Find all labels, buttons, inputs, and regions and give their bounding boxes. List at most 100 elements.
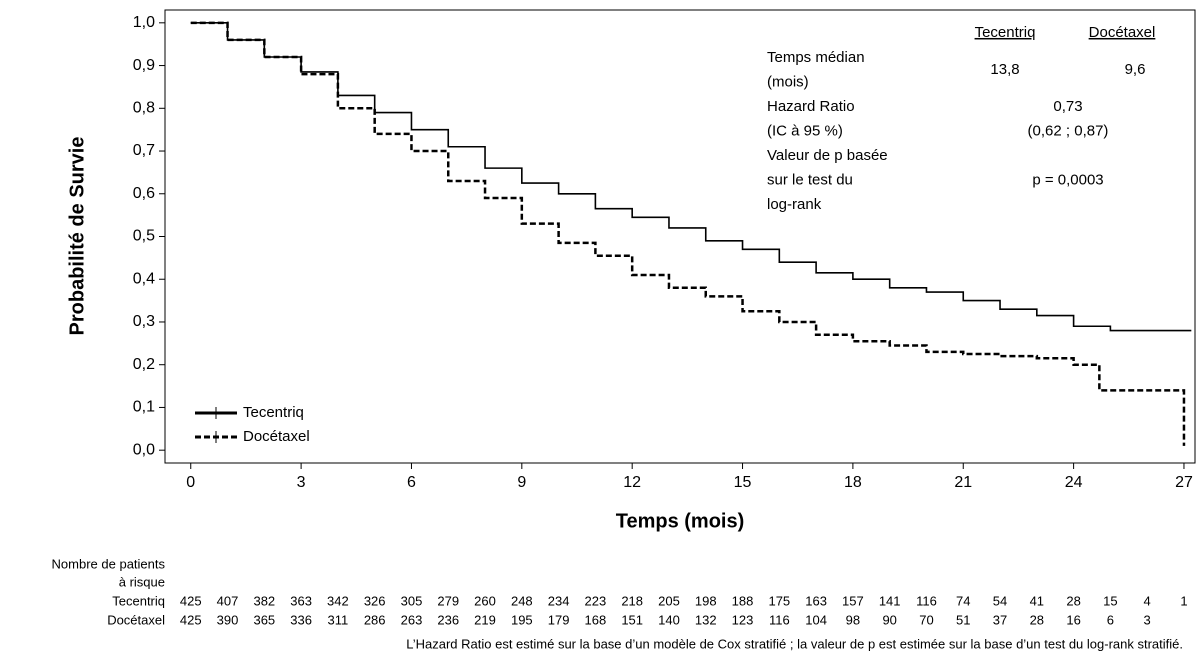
risk-count: 15 <box>1103 593 1117 608</box>
risk-count: 219 <box>474 612 496 627</box>
stats-label: sur le test du <box>767 171 853 188</box>
stats-label: Temps médian <box>767 49 865 66</box>
x-tick-label: 12 <box>623 474 641 491</box>
stats-value: (0,62 ; 0,87) <box>1028 122 1109 139</box>
legend-label: Docétaxel <box>243 428 310 445</box>
y-axis-title: Probabilité de Survie <box>66 137 88 336</box>
risk-count: 28 <box>1030 612 1044 627</box>
risk-count: 51 <box>956 612 970 627</box>
y-tick-label: 0,9 <box>133 57 155 74</box>
risk-count: 363 <box>290 593 312 608</box>
risk-count: 98 <box>846 612 860 627</box>
risk-count: 326 <box>364 593 386 608</box>
x-tick-label: 9 <box>517 474 526 491</box>
stats-value: 9,6 <box>1125 61 1146 78</box>
risk-count: 163 <box>805 593 827 608</box>
stats-value: 0,73 <box>1053 98 1082 115</box>
y-tick-label: 0,5 <box>133 228 155 245</box>
risk-count: 140 <box>658 612 680 627</box>
risk-count: 132 <box>695 612 717 627</box>
stats-label: Valeur de p basée <box>767 147 888 164</box>
stats-value: p = 0,0003 <box>1032 171 1103 188</box>
stats-header: Tecentriq <box>975 24 1036 41</box>
risk-title: à risque <box>119 574 165 589</box>
legend-label: Tecentriq <box>243 404 304 421</box>
risk-count: 260 <box>474 593 496 608</box>
stats-label: (mois) <box>767 73 809 90</box>
y-tick-label: 0,0 <box>133 441 155 458</box>
risk-count: 168 <box>585 612 607 627</box>
y-tick-label: 1,0 <box>133 14 155 31</box>
risk-count: 90 <box>882 612 896 627</box>
x-tick-label: 21 <box>954 474 972 491</box>
risk-count: 179 <box>548 612 570 627</box>
risk-count: 74 <box>956 593 970 608</box>
x-tick-label: 18 <box>844 474 862 491</box>
y-tick-label: 0,4 <box>133 270 155 287</box>
risk-count: 236 <box>437 612 459 627</box>
y-tick-label: 0,8 <box>133 100 155 117</box>
risk-count: 175 <box>768 593 790 608</box>
y-tick-label: 0,6 <box>133 185 155 202</box>
risk-count: 382 <box>253 593 275 608</box>
y-tick-label: 0,3 <box>133 313 155 330</box>
risk-count: 4 <box>1144 593 1151 608</box>
x-tick-label: 6 <box>407 474 416 491</box>
risk-count: 28 <box>1066 593 1080 608</box>
risk-count: 188 <box>732 593 754 608</box>
stats-label: Hazard Ratio <box>767 98 855 115</box>
stats-label: log-rank <box>767 196 822 213</box>
x-tick-label: 0 <box>186 474 195 491</box>
risk-row-name: Docétaxel <box>107 612 165 627</box>
risk-count: 1 <box>1180 593 1187 608</box>
stats-label: (IC à 95 %) <box>767 122 843 139</box>
risk-count: 198 <box>695 593 717 608</box>
stats-header: Docétaxel <box>1089 24 1156 41</box>
x-tick-label: 3 <box>297 474 306 491</box>
risk-count: 195 <box>511 612 533 627</box>
risk-count: 6 <box>1107 612 1114 627</box>
risk-count: 151 <box>621 612 643 627</box>
x-tick-label: 27 <box>1175 474 1193 491</box>
x-axis-title: Temps (mois) <box>616 510 745 532</box>
risk-count: 123 <box>732 612 754 627</box>
x-tick-label: 24 <box>1065 474 1083 491</box>
risk-count: 16 <box>1066 612 1080 627</box>
plot-frame <box>164 9 1196 464</box>
x-tick-label: 15 <box>734 474 752 491</box>
risk-count: 218 <box>621 593 643 608</box>
risk-count: 390 <box>217 612 239 627</box>
risk-count: 234 <box>548 593 570 608</box>
risk-count: 116 <box>769 612 790 627</box>
risk-title: Nombre de patients <box>52 556 166 571</box>
stats-value: 13,8 <box>990 61 1019 78</box>
risk-count: 336 <box>290 612 312 627</box>
risk-count: 342 <box>327 593 349 608</box>
risk-count: 54 <box>993 593 1007 608</box>
risk-count: 248 <box>511 593 533 608</box>
y-tick-label: 0,2 <box>133 356 155 373</box>
risk-count: 305 <box>401 593 423 608</box>
risk-row-name: Tecentriq <box>112 593 165 608</box>
risk-count: 311 <box>328 612 349 627</box>
risk-count: 425 <box>180 593 202 608</box>
risk-count: 37 <box>993 612 1007 627</box>
y-tick-label: 0,1 <box>133 399 155 416</box>
risk-count: 104 <box>805 612 827 627</box>
risk-count: 3 <box>1144 612 1151 627</box>
footnote: L’Hazard Ratio est estimé sur la base d’… <box>406 636 1183 651</box>
risk-count: 279 <box>437 593 459 608</box>
risk-count: 286 <box>364 612 386 627</box>
risk-count: 141 <box>879 593 901 608</box>
risk-count: 365 <box>253 612 275 627</box>
risk-count: 263 <box>401 612 423 627</box>
risk-count: 116 <box>916 593 937 608</box>
risk-count: 70 <box>919 612 933 627</box>
risk-count: 425 <box>180 612 202 627</box>
risk-count: 157 <box>842 593 864 608</box>
survival-curve <box>190 22 1192 332</box>
y-tick-label: 0,7 <box>133 142 155 159</box>
risk-count: 205 <box>658 593 680 608</box>
survival-curve <box>190 21 1186 446</box>
